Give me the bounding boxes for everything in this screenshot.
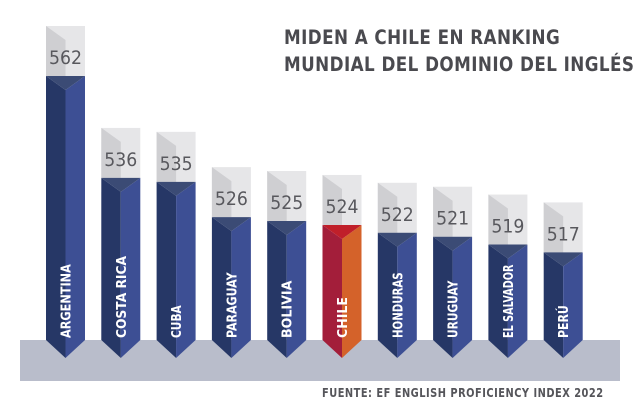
bar-group: 536 COSTA RICA [101, 127, 141, 358]
bar-right-face [286, 221, 307, 358]
bar-value-label: 536 [104, 149, 137, 171]
bar-group: 535 CUBA [156, 131, 196, 358]
bar-category-label: PARAGUAY [225, 272, 240, 338]
bar-value-label: 562 [49, 47, 82, 69]
bar-category-label: CHILE [336, 297, 351, 338]
bar-left-face [211, 217, 232, 358]
bar-category-label: COSTA RICA [115, 256, 130, 338]
bar-cap-shade [156, 131, 177, 182]
bar-value-label: 525 [270, 192, 303, 214]
bar-left-face [322, 224, 342, 358]
bar-group: 521 URUGUAY [433, 186, 473, 358]
bar-value-label: 517 [547, 223, 580, 245]
bar-left-face [101, 177, 121, 358]
bar-top-face [156, 181, 196, 196]
bar-left-face [377, 232, 398, 358]
bar-group: 519 EL SALVADOR [488, 194, 528, 358]
bar-group: 522 HONDURAS [377, 182, 417, 358]
bar-group: 526 PARAGUAY [211, 167, 251, 358]
chart-title-line-1: MIDEN A CHILE EN RANKING [284, 26, 561, 49]
chart-source: FUENTE: EF ENGLISH PROFICIENCY INDEX 202… [322, 386, 604, 400]
bar-category-label: ARGENTINA [60, 264, 75, 338]
bar-group: 562 ARGENTINA [46, 26, 85, 358]
bar-left-face [488, 244, 508, 358]
bar-value-label: 526 [215, 188, 248, 210]
bar-right-face [65, 76, 85, 358]
bar-category-label: BOLIVIA [281, 281, 296, 338]
chart-title: MIDEN A CHILE EN RANKING MUNDIAL DEL DOM… [284, 24, 635, 78]
bar-group: 525 BOLIVIA [267, 171, 307, 358]
bar-right-face [120, 177, 141, 358]
bar-cap-shade [322, 174, 342, 225]
bar-value-label: 522 [381, 204, 414, 226]
bar-value-label: 535 [160, 153, 193, 175]
bar-cap-shade [433, 186, 453, 237]
bar-top-face [322, 224, 362, 239]
bar-right-face [452, 236, 473, 358]
bar-left-face [156, 181, 177, 358]
bar-cap-shade [101, 127, 121, 178]
bar-cap-shade [488, 194, 508, 245]
bar-cap-shade [46, 26, 66, 76]
bar-left-face [433, 236, 453, 358]
bar-right-face [507, 244, 528, 358]
bar-group: 517 PERÚ [543, 202, 583, 358]
bar-left-face [543, 252, 564, 358]
chart-title-line-2: MUNDIAL DEL DOMINIO DEL INGLÉS [284, 53, 635, 76]
bar-category-label: URUGUAY [447, 280, 462, 338]
bar-category-label: HONDURAS [391, 272, 406, 338]
bar-top-face [543, 252, 583, 267]
bar-right-face [563, 252, 583, 358]
bar-value-label: 524 [326, 196, 359, 218]
bar-category-label: PERÚ [556, 305, 572, 338]
bar-right-face [231, 217, 251, 358]
bar-cap-shade [377, 182, 398, 233]
bar-top-face [433, 236, 473, 251]
bar-value-label: 521 [436, 208, 469, 230]
bar-cap-shade [211, 167, 232, 218]
bar-left-face [267, 221, 287, 358]
bar-right-face [397, 232, 417, 358]
bar-left-face [46, 76, 66, 358]
bar-category-label: EL SALVADOR [502, 265, 517, 338]
bar-top-face [488, 244, 528, 259]
bar-top-face [377, 232, 417, 247]
bar-top-face [267, 221, 307, 236]
bar-top-face [101, 177, 141, 192]
bar-value-label: 519 [491, 216, 524, 238]
bar-cap-shade [543, 202, 564, 253]
bar-right-face [176, 181, 196, 358]
bar-cap-shade [267, 171, 287, 222]
bar-top-face [211, 217, 251, 232]
bar-category-label: CUBA [170, 305, 185, 338]
bar-right-face [342, 224, 362, 358]
bar-group: 524 CHILE [322, 174, 362, 358]
bar-top-face [46, 76, 85, 90]
